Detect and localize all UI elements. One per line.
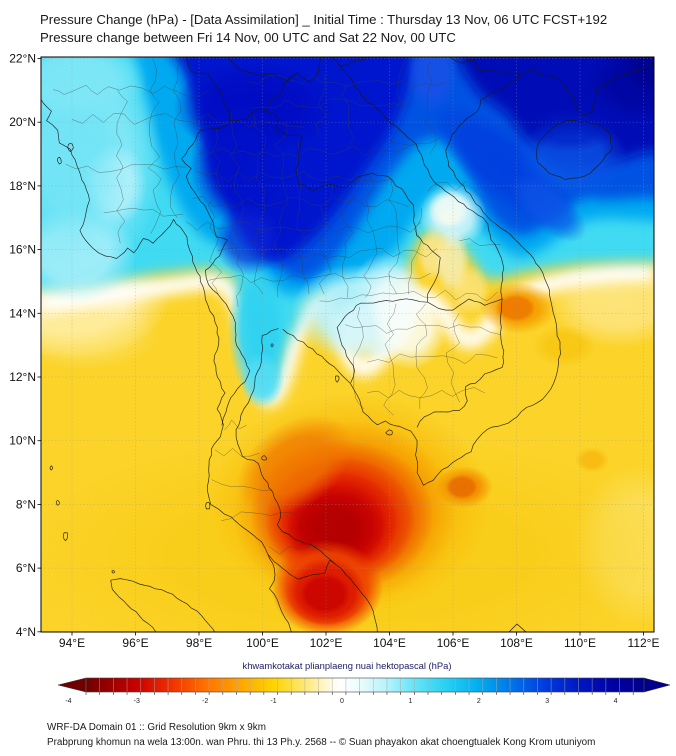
svg-text:98°E: 98°E — [186, 636, 212, 650]
svg-text:8°N: 8°N — [16, 497, 36, 511]
svg-text:10°N: 10°N — [9, 434, 36, 448]
svg-text:112°E: 112°E — [628, 636, 660, 650]
svg-text:-1: -1 — [270, 698, 276, 705]
svg-text:16°N: 16°N — [9, 243, 36, 257]
svg-text:96°E: 96°E — [122, 636, 148, 650]
svg-text:Pressure Change (hPa) - [Data: Pressure Change (hPa) - [Data Assimilati… — [40, 12, 607, 27]
svg-text:-3: -3 — [134, 698, 140, 705]
svg-text:0: 0 — [340, 698, 344, 705]
svg-text:22°N: 22°N — [9, 52, 36, 66]
svg-text:106°E: 106°E — [437, 636, 470, 650]
svg-text:khwamkotakat plianplaeng nuai: khwamkotakat plianplaeng nuai hektopasca… — [243, 660, 452, 671]
svg-text:94°E: 94°E — [59, 636, 85, 650]
svg-text:4°N: 4°N — [16, 625, 36, 639]
svg-text:-4: -4 — [65, 698, 71, 705]
svg-text:6°N: 6°N — [16, 561, 36, 575]
svg-text:102°E: 102°E — [310, 636, 343, 650]
svg-text:20°N: 20°N — [9, 115, 36, 129]
svg-text:-2: -2 — [202, 698, 208, 705]
svg-text:1: 1 — [408, 698, 412, 705]
svg-text:Prabprung khomun na wela 13:00: Prabprung khomun na wela 13:00n. wan Phr… — [47, 737, 595, 748]
svg-text:104°E: 104°E — [373, 636, 406, 650]
svg-text:2: 2 — [477, 698, 481, 705]
svg-text:4: 4 — [614, 698, 618, 705]
svg-text:110°E: 110°E — [564, 636, 596, 650]
svg-text:14°N: 14°N — [9, 306, 36, 320]
svg-text:100°E: 100°E — [246, 636, 279, 650]
svg-text:Pressure change between Fri 14: Pressure change between Fri 14 Nov, 00 U… — [40, 30, 456, 45]
svg-text:WRF-DA Domain 01 :: Grid Resol: WRF-DA Domain 01 :: Grid Resolution 9km … — [47, 722, 266, 733]
svg-text:108°E: 108°E — [500, 636, 533, 650]
svg-text:12°N: 12°N — [9, 370, 36, 384]
svg-text:18°N: 18°N — [9, 179, 36, 193]
svg-text:3: 3 — [545, 698, 549, 705]
